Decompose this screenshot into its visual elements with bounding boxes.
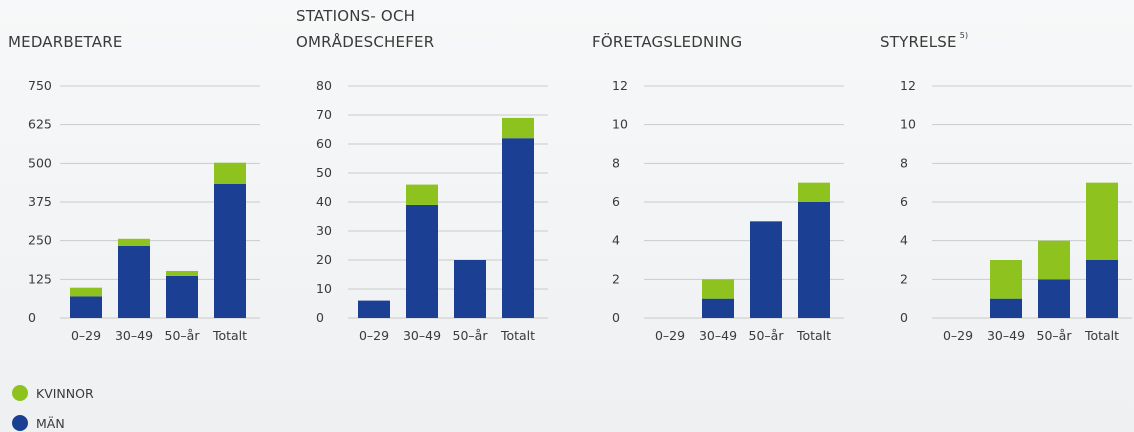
y-tick-label: 30: [316, 223, 332, 238]
x-tick-label: 0–29: [359, 328, 389, 343]
bar-segment: [118, 245, 150, 318]
y-tick-label: 0: [316, 310, 324, 325]
chart-title: STYRELSE 5): [880, 0, 1100, 55]
bar-segment: [798, 202, 830, 318]
y-tick-label: 0: [900, 310, 908, 325]
bar-segment: [70, 296, 102, 318]
legend-label: MÄN: [36, 415, 65, 431]
bar-segment: [702, 279, 734, 299]
chart-title: FÖRETAGSLEDNING: [592, 0, 812, 55]
x-tick-label: 0–29: [71, 328, 101, 343]
y-tick-label: 625: [28, 117, 52, 132]
legend-swatch: [12, 415, 28, 431]
y-tick-label: 12: [612, 78, 628, 93]
x-tick-label: 50–år: [453, 328, 489, 343]
bar-segment: [1038, 279, 1070, 318]
bar-segment: [406, 204, 438, 318]
bar-segment: [502, 138, 534, 318]
y-tick-label: 4: [900, 233, 908, 248]
chart-title: MEDARBETARE: [8, 0, 228, 55]
y-tick-label: 0: [612, 310, 620, 325]
y-tick-label: 6: [900, 194, 908, 209]
y-tick-label: 80: [316, 78, 332, 93]
chart-title-text: MEDARBETARE: [8, 33, 123, 51]
bar-segment: [798, 182, 830, 202]
legend-item: KVINNOR: [12, 385, 94, 401]
y-tick-label: 125: [28, 271, 52, 286]
bar-segment: [990, 260, 1022, 299]
bar-segment: [70, 287, 102, 297]
x-tick-label: 30–49: [699, 328, 737, 343]
y-tick-label: 50: [316, 165, 332, 180]
bar-segment: [454, 260, 486, 318]
y-tick-label: 10: [316, 281, 332, 296]
y-tick-label: 40: [316, 194, 332, 209]
bar-segment: [118, 238, 150, 246]
bar-segment: [702, 298, 734, 318]
x-tick-label: Totalt: [212, 328, 247, 343]
bar-segment: [990, 298, 1022, 318]
y-tick-label: 2: [612, 271, 620, 286]
x-tick-label: Totalt: [500, 328, 535, 343]
bar-segment: [750, 221, 782, 318]
y-tick-label: 750: [28, 78, 52, 93]
chart-title-text: STATIONS- OCH OMRÅDESCHEFER: [296, 7, 435, 51]
chart-title-text: STYRELSE 5): [880, 31, 969, 51]
x-tick-label: 30–49: [115, 328, 153, 343]
chart-title-text: FÖRETAGSLEDNING: [592, 33, 743, 51]
x-tick-label: 50–år: [165, 328, 201, 343]
y-tick-label: 20: [316, 252, 332, 267]
bar-segment: [1086, 182, 1118, 260]
legend-swatch: [12, 385, 28, 401]
y-tick-label: 0: [28, 310, 36, 325]
y-tick-label: 10: [612, 117, 628, 132]
y-tick-label: 500: [28, 155, 52, 170]
y-tick-label: 8: [612, 155, 620, 170]
y-tick-label: 6: [612, 194, 620, 209]
y-tick-label: 8: [900, 155, 908, 170]
bar-segment: [358, 300, 390, 318]
y-tick-label: 375: [28, 194, 52, 209]
x-tick-label: 30–49: [403, 328, 441, 343]
y-tick-label: 10: [900, 117, 916, 132]
x-tick-label: Totalt: [1084, 328, 1119, 343]
y-tick-label: 12: [900, 78, 916, 93]
legend-item: MÄN: [12, 415, 65, 431]
x-tick-label: Totalt: [796, 328, 831, 343]
bar-segment: [214, 183, 246, 318]
y-tick-label: 250: [28, 233, 52, 248]
x-tick-label: 0–29: [655, 328, 685, 343]
x-tick-label: 0–29: [943, 328, 973, 343]
x-tick-label: 50–år: [1037, 328, 1073, 343]
y-tick-label: 2: [900, 271, 908, 286]
bar-segment: [1086, 260, 1118, 318]
bar-segment: [166, 275, 198, 318]
bar-segment: [1038, 240, 1070, 280]
chart-title: STATIONS- OCH OMRÅDESCHEFER: [296, 0, 466, 55]
bar-segment: [166, 270, 198, 276]
x-tick-label: 50–år: [749, 328, 785, 343]
title-note: 5): [959, 31, 969, 40]
legend-label: KVINNOR: [36, 385, 94, 401]
y-tick-label: 70: [316, 107, 332, 122]
y-tick-label: 4: [612, 233, 620, 248]
bar-segment: [502, 117, 534, 139]
bar-segment: [214, 162, 246, 184]
bar-segment: [406, 184, 438, 205]
x-tick-label: 30–49: [987, 328, 1025, 343]
y-tick-label: 60: [316, 136, 332, 151]
